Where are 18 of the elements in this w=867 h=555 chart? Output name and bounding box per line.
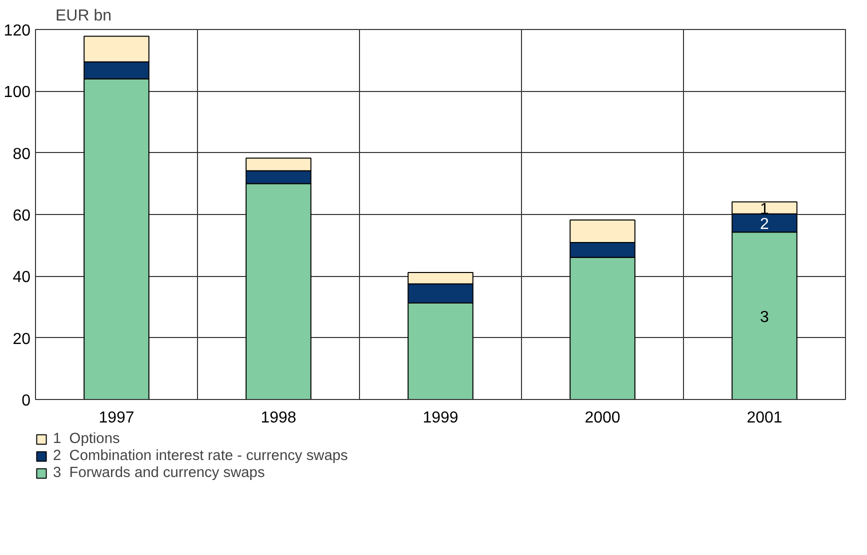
- annotation: 2: [760, 216, 770, 233]
- y-tick-label: 40: [12, 269, 31, 286]
- legend-label: 1 Options: [53, 431, 120, 447]
- legend-label: 3 Forwards and currency swaps: [53, 465, 265, 481]
- x-tick-label: 2000: [584, 410, 620, 426]
- y-axis-title: EUR bn: [56, 8, 112, 24]
- y-tick-label: 60: [12, 208, 31, 224]
- legend-label: 2 Combination interest rate - currency swaps: [53, 448, 348, 464]
- annotation: 3: [760, 308, 770, 326]
- x-tick-label: 1997: [98, 410, 134, 426]
- y-tick-label: 80: [12, 146, 31, 163]
- y-tick-label: 0: [22, 392, 31, 410]
- x-tick-label: 1998: [260, 410, 296, 426]
- y-tick-label: 100: [4, 84, 31, 102]
- y-tick-label: 20: [12, 330, 31, 348]
- x-tick-label: 2001: [746, 410, 782, 426]
- x-tick-label: 1999: [422, 410, 458, 426]
- y-tick-label: 120: [4, 22, 31, 40]
